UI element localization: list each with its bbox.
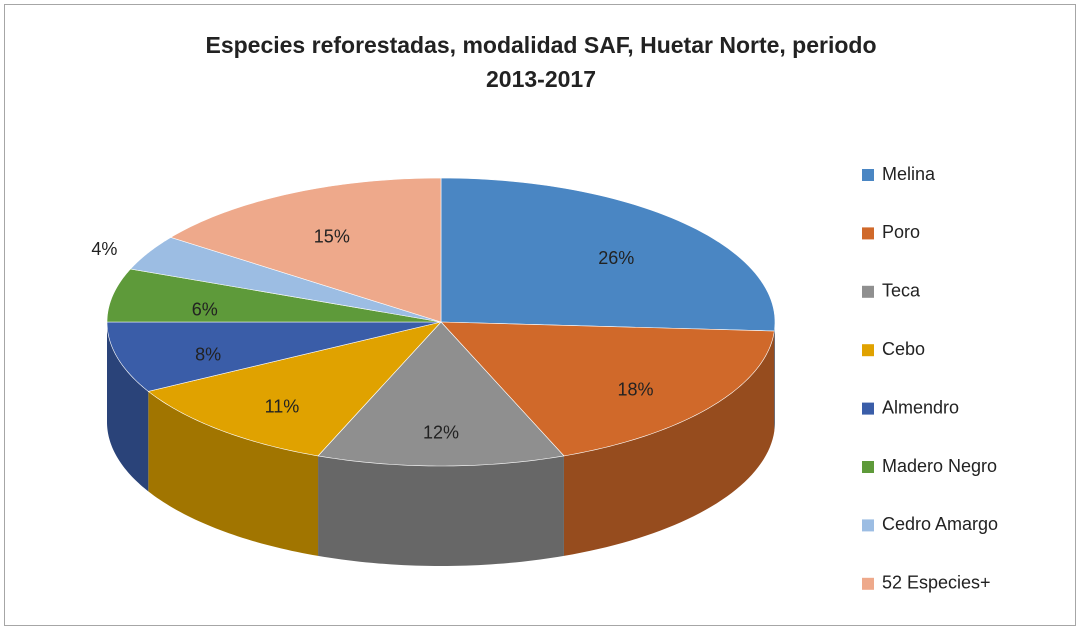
legend-swatch [862, 402, 874, 415]
legend-swatch [862, 227, 874, 240]
pie-slice [440, 321, 775, 457]
chart-border [4, 4, 1076, 626]
legend-label: Cedro Amargo [882, 514, 998, 534]
legend-label: 52 Especies+ [882, 573, 991, 593]
legend-swatch [862, 285, 874, 298]
pie-slice [317, 321, 565, 467]
legend-label: Teca [882, 281, 921, 301]
pie-slice [440, 177, 776, 332]
legend-label: Cebo [882, 339, 925, 359]
data-label: 6% [192, 299, 218, 319]
legend-label: Poro [882, 222, 920, 242]
pie-side [774, 322, 775, 432]
pie-side [563, 331, 775, 556]
legend-swatch [862, 461, 874, 473]
legend-swatch [862, 169, 874, 181]
pie-slice [106, 321, 442, 392]
legend-swatch [862, 519, 874, 532]
legend-swatch [862, 577, 874, 590]
pie-side [107, 322, 149, 492]
data-label: 15% [314, 226, 350, 246]
pie-slice [147, 321, 442, 457]
data-label: 26% [598, 248, 634, 268]
pie-slice [129, 237, 442, 323]
pie-slice [106, 268, 442, 323]
pie-side [148, 391, 319, 556]
legend-label: Madero Negro [882, 456, 997, 476]
chart-title: Especies reforestadas, modalidad SAF, Hu… [205, 32, 877, 92]
legend-label: Melina [882, 164, 936, 184]
legend-swatch [862, 344, 874, 357]
pie-slice [170, 177, 442, 323]
data-label: 18% [618, 380, 654, 400]
data-label: 4% [91, 239, 117, 259]
legend-label: Almendro [882, 397, 959, 417]
data-label: 8% [195, 345, 221, 365]
data-label: 12% [423, 422, 459, 442]
pie-side [318, 455, 564, 566]
data-label: 11% [265, 397, 300, 417]
